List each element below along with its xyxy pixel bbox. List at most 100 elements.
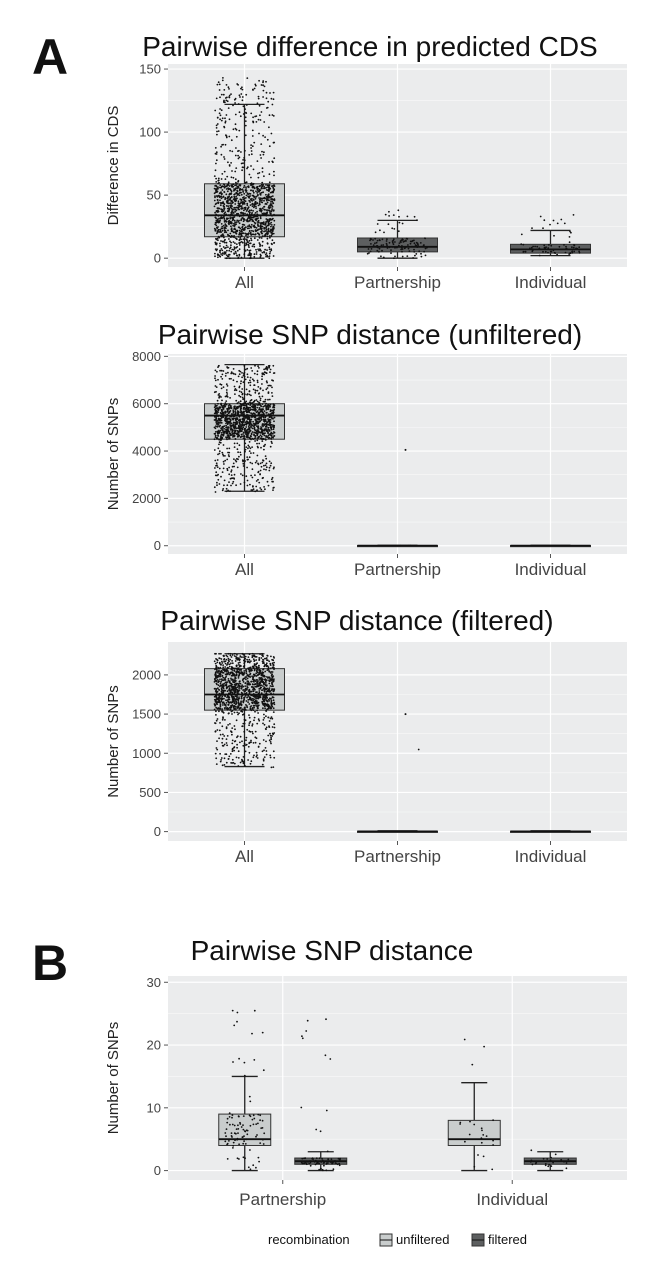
data-point — [237, 690, 239, 693]
data-point — [236, 246, 239, 248]
data-point — [372, 244, 375, 247]
data-point — [391, 227, 394, 230]
data-point — [223, 186, 226, 189]
data-point — [246, 166, 249, 169]
data-point — [263, 121, 266, 123]
data-point — [246, 241, 249, 243]
data-point — [254, 688, 256, 691]
data-point — [218, 483, 221, 485]
data-point — [263, 686, 266, 689]
plot-background — [168, 976, 627, 1180]
data-point — [230, 407, 233, 409]
data-point — [248, 436, 251, 439]
data-point — [265, 682, 267, 684]
data-point — [225, 1128, 228, 1130]
data-point — [229, 708, 232, 711]
data-point — [251, 129, 254, 132]
data-point — [548, 1163, 550, 1166]
data-point — [236, 430, 239, 432]
data-point — [256, 421, 258, 424]
data-point — [413, 215, 416, 218]
data-point — [245, 678, 247, 681]
data-point — [252, 699, 255, 702]
data-point — [234, 393, 236, 395]
data-point — [266, 697, 268, 699]
data-point — [252, 183, 255, 186]
data-point — [267, 716, 270, 719]
data-point — [228, 755, 231, 758]
data-point — [223, 209, 226, 211]
data-point — [380, 255, 382, 258]
data-point — [272, 467, 275, 470]
data-point — [266, 705, 269, 708]
data-point — [272, 656, 275, 658]
data-point — [391, 241, 394, 244]
data-point — [233, 434, 236, 437]
data-point — [233, 247, 236, 250]
data-point — [240, 380, 243, 383]
data-point — [227, 222, 230, 225]
data-point — [254, 196, 256, 199]
data-point — [300, 1106, 303, 1109]
data-point — [237, 703, 240, 705]
data-point — [248, 197, 251, 199]
data-point — [233, 197, 236, 199]
data-point — [247, 206, 250, 209]
data-point — [246, 227, 249, 230]
data-point — [260, 209, 262, 211]
data-point — [255, 755, 258, 758]
data-point — [224, 719, 226, 721]
data-point — [272, 659, 275, 662]
data-point — [265, 222, 267, 224]
data-point — [231, 465, 234, 468]
data-point — [238, 239, 241, 241]
data-point — [260, 237, 263, 239]
data-point — [266, 138, 269, 141]
data-point — [231, 662, 234, 665]
data-point — [215, 97, 218, 100]
data-point — [249, 683, 251, 685]
data-point — [270, 674, 273, 677]
data-point — [268, 436, 271, 439]
data-point — [256, 722, 259, 725]
data-point — [261, 652, 263, 655]
data-point — [247, 193, 250, 196]
data-point — [235, 427, 238, 430]
data-point — [216, 484, 218, 487]
data-point — [471, 1063, 474, 1066]
data-point — [236, 187, 239, 189]
data-point — [246, 1133, 249, 1136]
data-point — [226, 428, 229, 430]
data-point — [255, 751, 258, 754]
data-point — [225, 418, 228, 420]
data-point — [235, 672, 238, 674]
data-point — [214, 700, 217, 703]
data-point — [214, 662, 217, 665]
data-point — [251, 702, 254, 705]
data-point — [330, 1158, 333, 1161]
data-point — [230, 428, 233, 431]
data-point — [271, 209, 273, 212]
data-point — [263, 410, 266, 412]
y-tick-label: 150 — [139, 62, 161, 77]
data-point — [258, 104, 261, 107]
data-point — [215, 238, 218, 241]
data-point — [263, 205, 265, 208]
data-point — [218, 707, 221, 710]
data-point — [273, 372, 276, 374]
data-point — [241, 207, 243, 209]
data-point — [242, 656, 244, 658]
data-point — [254, 461, 257, 464]
data-point — [459, 1123, 461, 1125]
data-point — [241, 418, 244, 420]
data-point — [235, 656, 237, 658]
data-point — [258, 668, 260, 671]
data-point — [238, 1115, 240, 1118]
data-point — [242, 113, 245, 115]
data-point — [239, 184, 242, 187]
data-point — [250, 223, 253, 226]
data-point — [232, 421, 235, 424]
data-point — [236, 696, 239, 699]
data-point — [271, 735, 273, 737]
data-point — [420, 255, 423, 258]
